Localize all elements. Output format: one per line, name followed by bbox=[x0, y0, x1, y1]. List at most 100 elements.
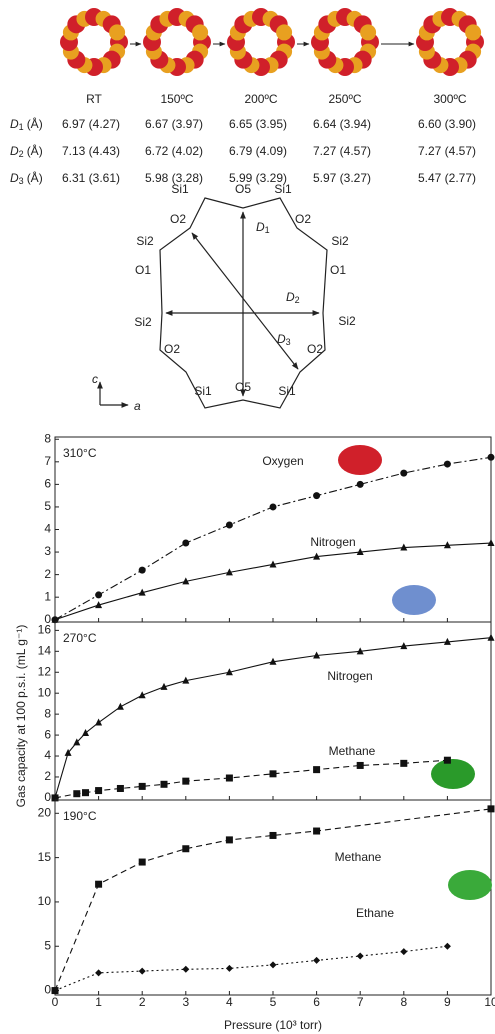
x-tick-label: 7 bbox=[357, 995, 364, 1009]
data-point bbox=[182, 845, 190, 853]
data-point bbox=[182, 965, 190, 973]
molecule-icon bbox=[392, 585, 436, 615]
series-label: Nitrogen bbox=[310, 535, 355, 549]
data-point bbox=[51, 987, 59, 995]
molecule-icon bbox=[431, 759, 475, 789]
y-tick-label: 6 bbox=[44, 727, 51, 741]
table-cell: 6.72 (4.02) bbox=[145, 144, 203, 158]
data-point bbox=[95, 787, 103, 795]
data-point bbox=[269, 503, 277, 511]
molecule-icon bbox=[338, 445, 382, 475]
series-label: Nitrogen bbox=[327, 669, 372, 683]
unit: (Å) bbox=[27, 170, 43, 185]
data-point bbox=[269, 831, 277, 839]
data-point bbox=[138, 967, 146, 975]
data-point bbox=[225, 964, 233, 972]
atom-label: O1 bbox=[135, 263, 151, 277]
axis-label: c bbox=[92, 372, 98, 386]
series-line bbox=[54, 945, 448, 992]
y-tick-label: 3 bbox=[44, 544, 51, 558]
y-tick-label: 8 bbox=[44, 706, 51, 720]
panel-title: 270°C bbox=[63, 631, 97, 645]
data-point bbox=[95, 718, 103, 726]
d3-arrow bbox=[191, 232, 299, 370]
unit: (Å) bbox=[27, 143, 43, 158]
series-label: Methane bbox=[335, 850, 382, 864]
table-cell: 5.97 (3.27) bbox=[313, 171, 371, 185]
y-tick-label: 20 bbox=[38, 805, 52, 819]
symbol: D bbox=[277, 332, 286, 346]
atom-label: O2 bbox=[170, 212, 186, 226]
table-cell: 6.79 (4.09) bbox=[229, 144, 287, 158]
y-tick-label: 2 bbox=[44, 567, 51, 581]
data-point bbox=[313, 956, 321, 964]
atom-label: O5 bbox=[235, 182, 251, 196]
data-point bbox=[51, 794, 59, 802]
data-point bbox=[182, 676, 190, 684]
y-tick-label: 5 bbox=[44, 938, 51, 952]
data-point bbox=[160, 780, 168, 788]
atom-label: O5 bbox=[235, 380, 251, 394]
y-tick-label: 4 bbox=[44, 748, 51, 762]
row-label: D3 (Å) bbox=[10, 170, 43, 186]
y-tick-label: 7 bbox=[44, 454, 51, 468]
data-point bbox=[356, 761, 364, 769]
y-tick-label: 4 bbox=[44, 522, 51, 536]
data-point bbox=[269, 961, 277, 969]
data-point bbox=[116, 784, 124, 792]
data-point bbox=[269, 560, 277, 568]
atom-label: Si1 bbox=[274, 182, 292, 196]
y-tick-label: 0 bbox=[44, 790, 51, 804]
data-point bbox=[313, 827, 321, 835]
y-tick-label: 10 bbox=[38, 685, 52, 699]
atom-label: O2 bbox=[295, 212, 311, 226]
distance-label: D3 bbox=[277, 332, 291, 347]
y-tick-label: 5 bbox=[44, 499, 51, 513]
atom-icon bbox=[360, 24, 377, 41]
symbol: D bbox=[256, 220, 265, 234]
atom-label: Si2 bbox=[134, 315, 152, 329]
x-tick-label: 0 bbox=[52, 995, 59, 1009]
data-point bbox=[400, 469, 408, 477]
data-point bbox=[443, 460, 451, 468]
series-label: Methane bbox=[329, 744, 376, 758]
data-point bbox=[138, 588, 146, 596]
data-point bbox=[64, 748, 72, 756]
y-tick-label: 0 bbox=[44, 612, 51, 626]
y-tick-label: 6 bbox=[44, 477, 51, 491]
atom-icon bbox=[109, 24, 126, 41]
subscript: 2 bbox=[19, 149, 24, 159]
data-point bbox=[356, 480, 364, 488]
data-point bbox=[313, 766, 321, 774]
data-point bbox=[400, 759, 408, 767]
table-cell: 6.65 (3.95) bbox=[229, 117, 287, 131]
atom-label: O2 bbox=[164, 342, 180, 356]
data-point bbox=[313, 651, 321, 659]
data-point bbox=[182, 577, 190, 585]
data-point bbox=[269, 657, 277, 665]
y-axis-label: Gas capacity at 100 p.s.i. (mL g⁻¹) bbox=[14, 625, 28, 808]
unit: (Å) bbox=[27, 116, 43, 131]
atom-icon bbox=[276, 24, 293, 41]
x-tick-label: 4 bbox=[226, 995, 233, 1009]
x-tick-label: 1 bbox=[95, 995, 102, 1009]
table-cell: 6.31 (3.61) bbox=[62, 171, 120, 185]
x-tick-label: 10 bbox=[484, 995, 495, 1009]
y-tick-label: 8 bbox=[44, 431, 51, 445]
table-header: 300ºC bbox=[433, 92, 466, 106]
x-axis-label: Pressure (10³ torr) bbox=[224, 1018, 322, 1032]
data-point bbox=[73, 738, 81, 746]
x-tick-label: 5 bbox=[270, 995, 277, 1009]
data-point bbox=[269, 770, 277, 778]
data-point bbox=[116, 702, 124, 710]
subscript: 1 bbox=[265, 225, 270, 235]
table-cell: 6.64 (3.94) bbox=[313, 117, 371, 131]
data-point bbox=[225, 668, 233, 676]
table-cell: 7.27 (4.57) bbox=[418, 144, 476, 158]
data-point bbox=[400, 543, 408, 551]
x-tick-label: 2 bbox=[139, 995, 146, 1009]
x-tick-label: 6 bbox=[313, 995, 320, 1009]
data-point bbox=[443, 756, 451, 764]
table-cell: 5.47 (2.77) bbox=[418, 171, 476, 185]
series-line bbox=[54, 637, 492, 799]
